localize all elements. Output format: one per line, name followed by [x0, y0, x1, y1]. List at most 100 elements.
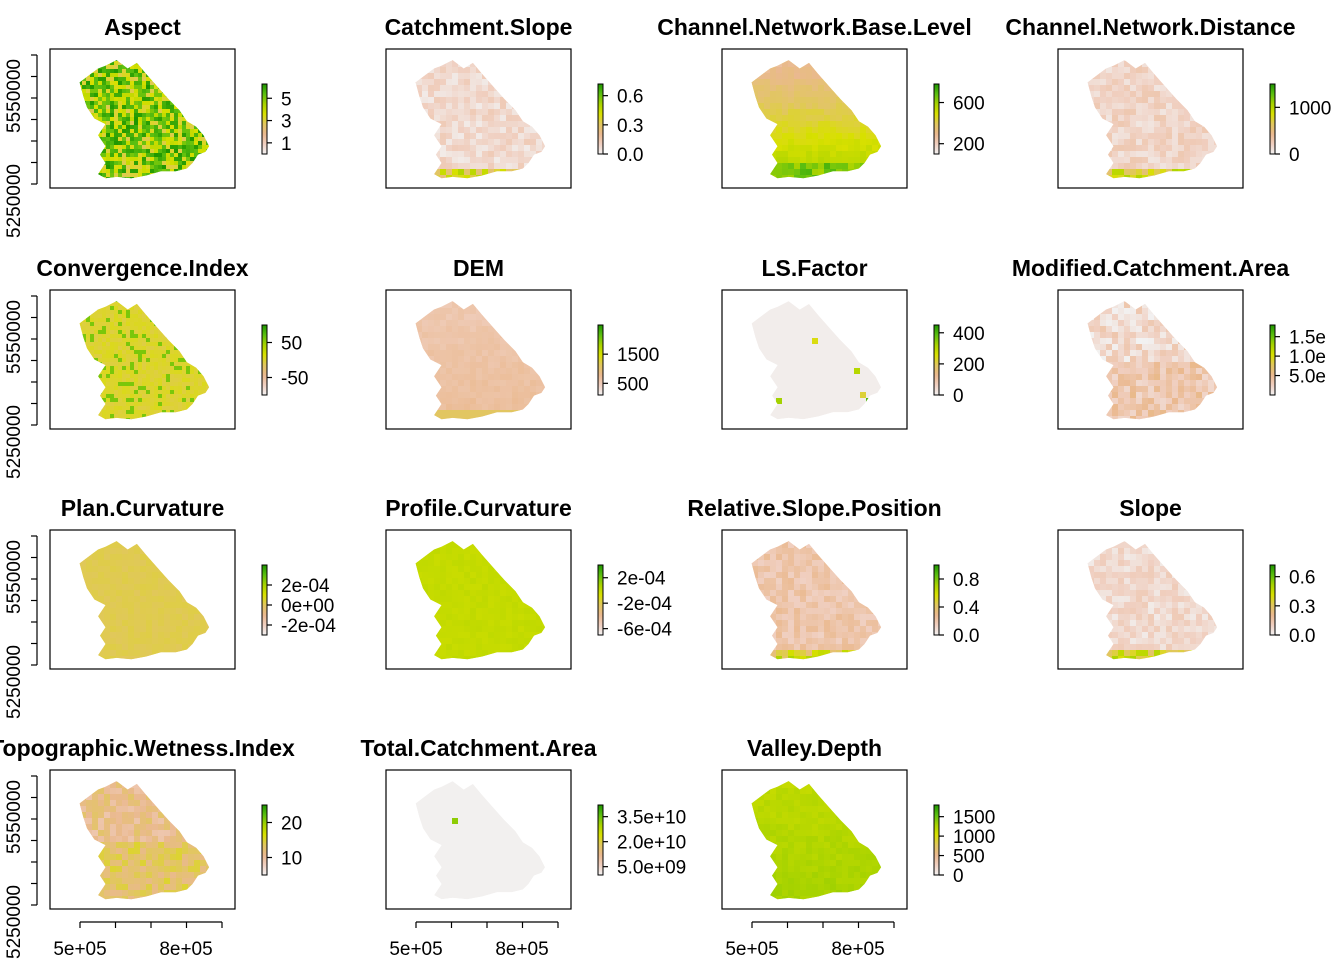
raster-cell: [226, 53, 230, 57]
raster-cell: [142, 133, 146, 137]
raster-cell: [818, 157, 824, 163]
raster-cell: [230, 366, 234, 370]
raster-cell: [1184, 145, 1190, 151]
raster-cell: [1142, 97, 1148, 103]
raster-cell: [79, 161, 82, 165]
raster-cell: [198, 334, 202, 338]
raster-cell: [182, 161, 186, 165]
raster-cell: [194, 137, 198, 141]
raster-cell: [166, 314, 170, 318]
raster-cell: [66, 153, 70, 157]
raster-cell: [770, 60, 776, 61]
raster-cell: [130, 97, 134, 101]
raster-cell: [206, 322, 210, 326]
raster-cell: [178, 370, 182, 374]
raster-cell: [150, 69, 154, 73]
raster-cell: [226, 121, 230, 125]
raster-cell: [178, 342, 182, 346]
raster-cell: [830, 61, 836, 67]
raster-cell: [230, 358, 234, 362]
raster-cell: [214, 133, 218, 137]
raster-cell: [102, 117, 106, 121]
raster-cell: [158, 133, 162, 137]
raster-cell: [1154, 103, 1160, 109]
map-frame: [385, 48, 572, 189]
raster-cell: [206, 105, 210, 109]
raster-cell: [122, 113, 126, 117]
raster-cell: [166, 165, 170, 169]
raster-cell: [166, 366, 170, 370]
raster-cell: [150, 173, 154, 177]
raster-cell: [62, 113, 66, 117]
raster-cell: [66, 85, 70, 89]
raster-cell: [122, 89, 126, 93]
raster-cell: [98, 378, 102, 382]
raster-cell: [422, 133, 428, 139]
raster-cell: [154, 101, 158, 105]
raster-cell: [130, 306, 134, 310]
raster-cell: [226, 330, 230, 334]
raster-cell: [734, 67, 740, 73]
raster-cell: [190, 141, 194, 145]
raster-cell: [1190, 73, 1196, 79]
raster-cell: [162, 60, 166, 61]
raster-cell: [114, 61, 118, 65]
raster-cell: [230, 338, 234, 342]
raster-cell: [106, 330, 110, 334]
raster-cell: [782, 73, 788, 79]
raster-cell: [1178, 181, 1184, 187]
raster-cell: [230, 113, 234, 117]
raster-cell: [386, 145, 392, 151]
raster-cell: [202, 302, 206, 306]
raster-cell: [138, 173, 142, 177]
raster-cell: [560, 67, 566, 73]
raster-cell: [66, 117, 70, 121]
raster-cell: [470, 79, 476, 85]
raster-cell: [488, 91, 494, 97]
raster-cell: [812, 121, 818, 127]
raster-cell: [458, 175, 464, 179]
raster-cell: [166, 81, 170, 85]
raster-cell: [1226, 115, 1232, 121]
raster-cell: [126, 161, 130, 165]
raster-cell: [66, 294, 70, 298]
raster-cell: [458, 103, 464, 109]
raster-cell: [458, 91, 464, 97]
raster-cell: [500, 85, 506, 91]
raster-cell: [560, 175, 566, 181]
raster-cell: [500, 133, 506, 139]
raster-cell: [1112, 133, 1118, 139]
raster-cell: [54, 169, 58, 173]
raster-cell: [818, 181, 824, 187]
raster-cell: [134, 374, 138, 378]
raster-cell: [82, 101, 86, 105]
raster-cell: [404, 49, 410, 55]
raster-cell: [118, 301, 122, 302]
raster-layer: [1087, 49, 1238, 187]
raster-cell: [90, 69, 94, 73]
raster-cell: [524, 115, 530, 121]
raster-cell: [150, 61, 154, 65]
raster-cell: [890, 109, 896, 115]
raster-cell: [896, 163, 902, 169]
raster-cell: [1208, 103, 1214, 109]
raster-cell: [142, 310, 146, 314]
raster-cell: [1232, 169, 1238, 175]
raster-cell: [94, 125, 98, 129]
raster-cell: [422, 103, 428, 109]
raster-cell: [98, 93, 102, 97]
legend-tick-label: 1000: [1289, 98, 1331, 119]
raster-cell: [190, 314, 194, 318]
raster-cell: [98, 89, 102, 93]
raster-cell: [404, 121, 410, 127]
raster-cell: [158, 153, 162, 157]
raster-cell: [415, 133, 416, 139]
raster-cell: [86, 113, 90, 117]
raster-cell: [1214, 79, 1218, 85]
raster-cell: [190, 101, 194, 105]
raster-cell: [134, 342, 138, 346]
raster-cell: [1172, 49, 1178, 55]
raster-cell: [404, 61, 410, 67]
raster-cell: [206, 310, 210, 314]
raster-cell: [386, 151, 392, 157]
